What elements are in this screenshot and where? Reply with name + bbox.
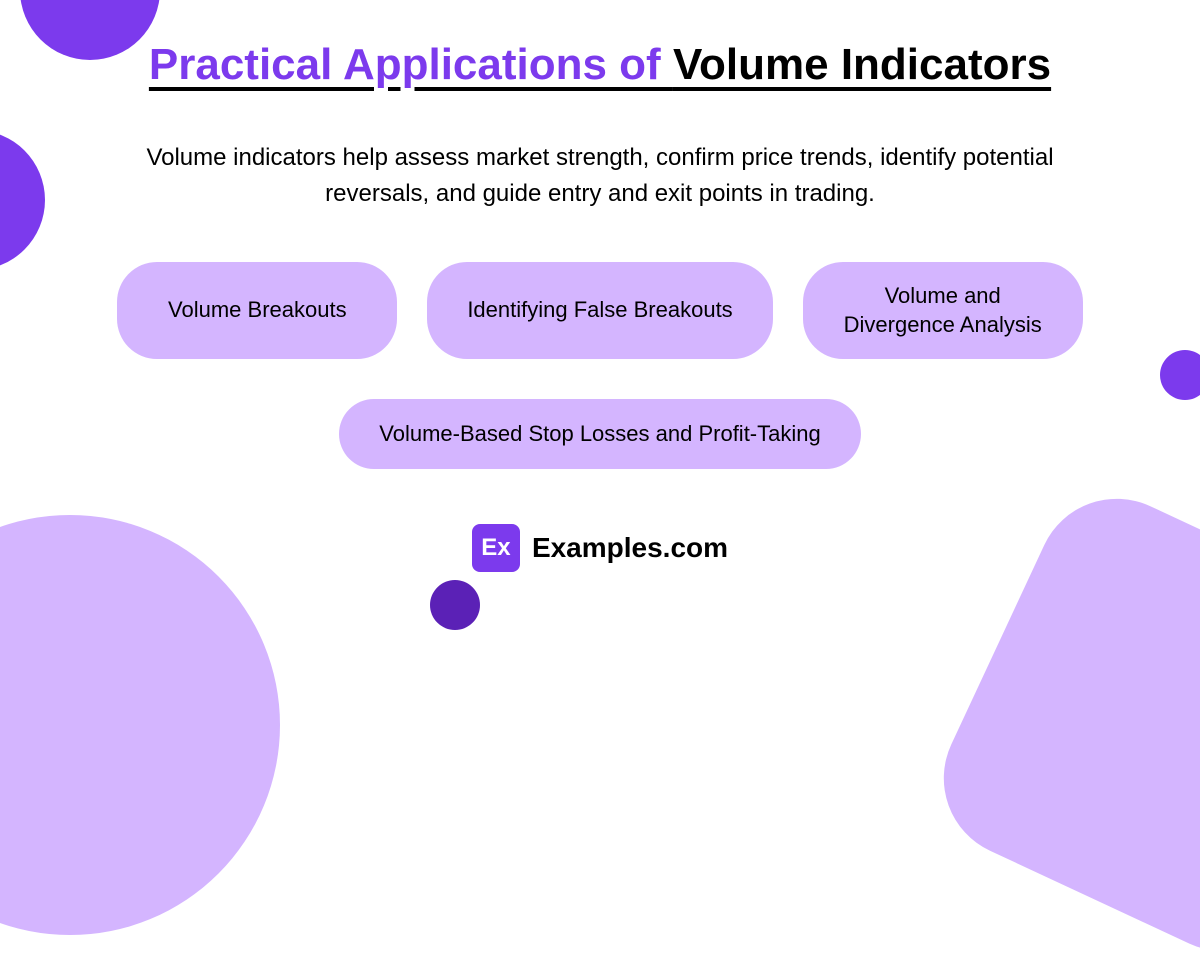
- main-content: Practical Applications of Volume Indicat…: [0, 0, 1200, 572]
- pill-volume-breakouts: Volume Breakouts: [117, 262, 397, 359]
- pill-divergence-analysis: Volume and Divergence Analysis: [803, 262, 1083, 359]
- page-title: Practical Applications of Volume Indicat…: [0, 40, 1200, 90]
- decor-dot-bottom: [430, 580, 480, 630]
- pills-row-1: Volume Breakouts Identifying False Break…: [0, 262, 1200, 359]
- title-part-black: Volume Indicators: [673, 40, 1051, 89]
- pill-false-breakouts: Identifying False Breakouts: [427, 262, 772, 359]
- title-part-purple: Practical Applications of: [149, 40, 673, 89]
- brand-name: Examples.com: [532, 532, 728, 564]
- decor-blob-bottom-left: [0, 515, 280, 935]
- brand-footer: Ex Examples.com: [0, 524, 1200, 572]
- brand-logo-icon: Ex: [472, 524, 520, 572]
- pills-row-2: Volume-Based Stop Losses and Profit-Taki…: [0, 399, 1200, 469]
- subtitle-text: Volume indicators help assess market str…: [120, 140, 1080, 212]
- pill-stop-losses: Volume-Based Stop Losses and Profit-Taki…: [339, 399, 860, 469]
